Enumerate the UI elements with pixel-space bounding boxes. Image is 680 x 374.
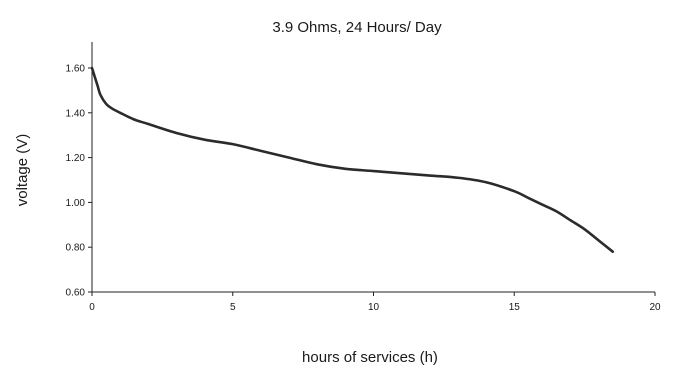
- y-tick-label: 1.60: [66, 64, 86, 75]
- x-ticks: 0 5 10 15 20: [89, 292, 661, 313]
- y-tick-label: 0.60: [66, 288, 86, 299]
- y-tick-label: 1.00: [66, 198, 86, 209]
- x-tick-label: 5: [230, 302, 236, 313]
- series-line-voltage: [90, 66, 615, 253]
- y-tick-label: 0.80: [66, 243, 86, 254]
- axes: [91, 42, 655, 293]
- x-tick-label: 0: [89, 302, 95, 313]
- x-tick-label: 15: [509, 302, 521, 313]
- x-axis-label: hours of services (h): [302, 349, 438, 366]
- chart-title: 3.9 Ohms, 24 Hours/ Day: [272, 19, 442, 36]
- y-tick-label: 1.20: [66, 153, 86, 164]
- y-axis-label: voltage (V): [14, 134, 31, 207]
- x-tick-label: 10: [368, 302, 380, 313]
- y-ticks: 0.60 0.80 1.00 1.20 1.40 1.60: [66, 64, 92, 299]
- x-tick-label: 20: [649, 302, 661, 313]
- y-tick-label: 1.40: [66, 108, 86, 119]
